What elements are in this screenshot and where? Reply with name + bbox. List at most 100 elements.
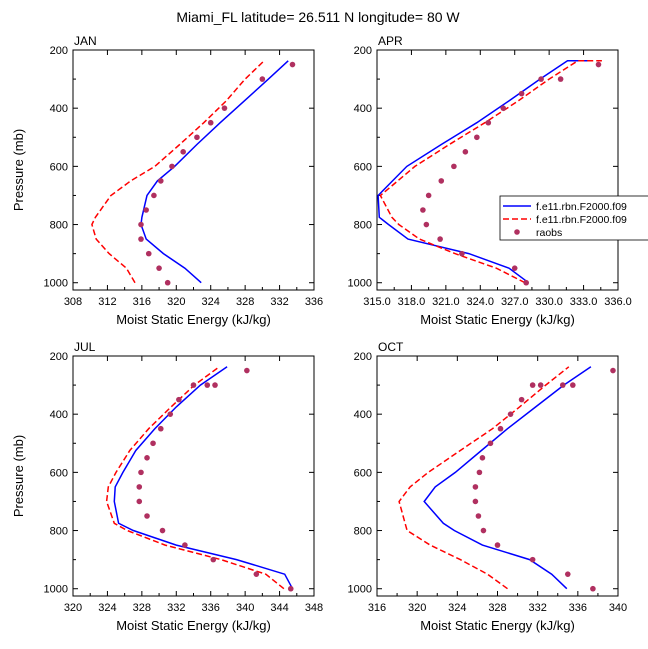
raobs-point xyxy=(564,571,571,577)
legend: f.e11.rbn.F2000.f09f.e11.rbn.F2000.f09ra… xyxy=(499,195,648,241)
raobs-point xyxy=(476,469,483,476)
raobs-point xyxy=(437,236,443,242)
raobs-point xyxy=(570,382,576,388)
raobs-point xyxy=(204,382,211,388)
x-tick-label: 320 xyxy=(408,602,426,614)
raobs-point xyxy=(480,527,487,534)
raobs-point xyxy=(529,382,536,388)
y-tick-label: 800 xyxy=(354,220,372,232)
x-tick-label: 318.0 xyxy=(398,296,426,308)
raobs-point xyxy=(144,455,150,461)
raobs-point xyxy=(518,396,525,403)
series-line-solid xyxy=(113,366,294,590)
raobs-point xyxy=(529,556,536,563)
x-tick-label: 321.0 xyxy=(432,296,460,308)
x-tick-label: 336 xyxy=(202,602,220,614)
series-line-solid xyxy=(423,366,592,590)
series-line-dashed xyxy=(91,60,265,284)
x-tick-label: 320 xyxy=(167,296,185,308)
raobs-point xyxy=(559,382,566,388)
raobs-point xyxy=(253,571,260,577)
raobs-point xyxy=(136,498,143,505)
plot-frame xyxy=(376,355,619,597)
raobs-point xyxy=(164,279,171,286)
legend-label: f.e11.rbn.F2000.f09 xyxy=(536,214,627,226)
raobs-point xyxy=(156,265,162,271)
y-tick-label: 200 xyxy=(354,351,372,363)
raobs-point xyxy=(511,265,518,271)
series-line-dashed xyxy=(105,366,285,590)
x-tick-label: 336 xyxy=(305,296,323,308)
panel-label: JAN xyxy=(74,34,97,48)
x-tick-label: 336 xyxy=(569,602,587,614)
raobs-point xyxy=(143,207,149,213)
x-tick-label: 340 xyxy=(609,602,627,614)
raobs-point xyxy=(459,250,465,257)
raobs-point xyxy=(221,105,228,111)
y-tick-label: 1000 xyxy=(44,278,68,290)
x-tick-label: 340 xyxy=(236,602,254,614)
raobs-point xyxy=(159,527,166,534)
legend-label: f.e11.rbn.F2000.f09 xyxy=(536,201,627,213)
y-tick-label: 1000 xyxy=(348,584,372,596)
raobs-point xyxy=(475,513,482,519)
x-tick-label: 344 xyxy=(270,602,288,614)
raobs-point xyxy=(145,250,152,257)
raobs-point xyxy=(438,178,445,184)
legend-label: raobs xyxy=(536,227,562,239)
x-tick-label: 327.0 xyxy=(501,296,529,308)
raobs-point xyxy=(518,90,525,97)
x-tick-label: 332 xyxy=(167,602,185,614)
raobs-point xyxy=(150,440,156,447)
x-tick-label: 328 xyxy=(133,602,151,614)
x-tick-label: 330.0 xyxy=(535,296,563,308)
panel-label: APR xyxy=(378,34,403,48)
raobs-point xyxy=(425,192,432,199)
raobs-point xyxy=(207,119,214,126)
raobs-point xyxy=(157,425,164,432)
y-tick-label: 800 xyxy=(50,526,68,538)
figure-title: Miami_FL latitude= 26.511 N longitude= 8… xyxy=(176,9,460,25)
y-tick-label: 600 xyxy=(50,161,68,173)
raobs-point xyxy=(497,425,504,432)
y-tick-label: 200 xyxy=(50,351,68,363)
y-tick-label: 400 xyxy=(50,409,68,421)
raobs-point xyxy=(244,367,250,374)
x-tick-label: 336.0 xyxy=(604,296,632,308)
series-line-dashed xyxy=(379,60,602,284)
raobs-point xyxy=(500,105,507,111)
x-tick-label: 312 xyxy=(98,296,116,308)
x-axis-title: Moist Static Energy (kJ/kg) xyxy=(116,618,271,633)
raobs-point xyxy=(462,149,469,155)
y-tick-label: 400 xyxy=(354,409,372,421)
raobs-point xyxy=(538,76,544,82)
x-tick-label: 320 xyxy=(64,602,82,614)
raobs-point xyxy=(289,61,296,68)
legend-box xyxy=(499,195,648,241)
raobs-point xyxy=(157,178,164,184)
raobs-point xyxy=(287,585,294,592)
y-tick-label: 1000 xyxy=(44,584,68,596)
series-line-solid xyxy=(377,60,593,284)
raobs-point xyxy=(136,484,143,490)
raobs-point xyxy=(169,163,175,170)
raobs-point xyxy=(138,469,144,476)
raobs-point xyxy=(144,513,150,519)
raobs-point xyxy=(485,119,492,126)
x-tick-label: 324.0 xyxy=(467,296,495,308)
raobs-point xyxy=(451,163,457,170)
raobs-point xyxy=(494,542,501,548)
panel-label: JUL xyxy=(74,340,96,354)
series-line-dashed xyxy=(398,366,570,590)
raobs-point xyxy=(210,556,217,563)
raobs-point xyxy=(523,279,529,286)
x-tick-label: 328 xyxy=(236,296,254,308)
y-axis-title: Pressure (mb) xyxy=(11,129,26,211)
y-tick-label: 1000 xyxy=(348,278,372,290)
raobs-point xyxy=(472,484,479,490)
raobs-point xyxy=(423,221,430,228)
y-tick-label: 800 xyxy=(354,526,372,538)
raobs-point xyxy=(151,192,157,199)
raobs-point xyxy=(537,382,544,388)
